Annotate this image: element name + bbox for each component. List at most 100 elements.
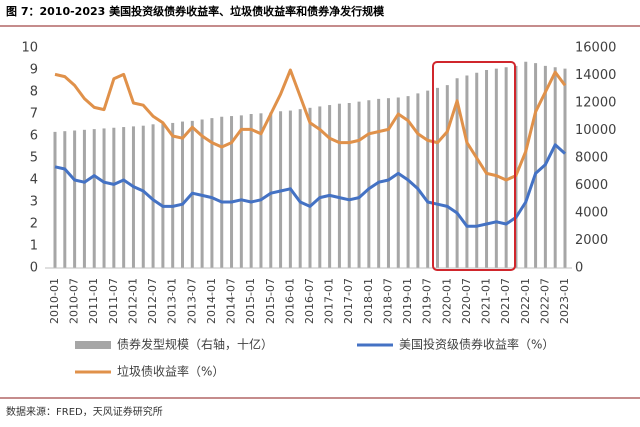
x-tick-label: 2010-07	[68, 278, 81, 324]
bar	[416, 93, 420, 268]
bar	[200, 119, 204, 268]
x-tick-label: 2012-01	[126, 278, 139, 324]
x-tick-label: 2023-01	[558, 278, 571, 324]
bar	[328, 105, 332, 268]
legend-swatch	[75, 341, 111, 349]
bar	[239, 115, 243, 268]
legend-label: 垃圾债收益率（%）	[117, 364, 224, 379]
bar	[269, 112, 273, 268]
bar	[171, 122, 175, 268]
x-tick-label: 2016-01	[283, 278, 296, 324]
bar	[161, 123, 165, 268]
bar	[298, 109, 302, 268]
bar	[151, 124, 155, 268]
x-tick-label: 2013-07	[185, 278, 198, 324]
bar	[337, 103, 341, 268]
bar	[396, 97, 400, 268]
bar	[357, 101, 361, 268]
x-tick-label: 2014-01	[205, 278, 218, 324]
bar	[131, 126, 135, 268]
line	[54, 68, 567, 182]
y-tick-label: 2	[30, 217, 38, 232]
y-tick-label: 6	[30, 129, 38, 144]
bar	[436, 87, 439, 268]
x-tick-label: 2016-07	[303, 278, 316, 324]
y2-tick-label: 2000	[575, 233, 608, 248]
bar	[73, 130, 77, 268]
line	[54, 143, 567, 228]
bar	[141, 125, 145, 268]
y2-tick-label: 10000	[575, 123, 616, 138]
x-tick-label: 2018-07	[381, 278, 394, 324]
x-tick-label: 2020-01	[440, 278, 453, 324]
bar	[82, 129, 86, 268]
x-tick-label: 2017-01	[323, 278, 336, 324]
bar	[445, 85, 449, 268]
y2-tick-label: 16000	[575, 41, 616, 56]
bar	[406, 96, 410, 268]
chart-title: 图 7：2010-2023 美国投资级债券收益率、垃圾债收益率和债券净发行规模	[6, 4, 385, 18]
bar	[386, 98, 390, 268]
bar	[563, 68, 567, 268]
bar	[485, 70, 489, 268]
bar	[347, 103, 351, 268]
bar	[112, 127, 116, 268]
bar	[53, 131, 57, 268]
bar	[426, 90, 430, 268]
bar	[102, 128, 106, 268]
source: 数据来源：FRED，天风证券研究所	[6, 405, 163, 418]
y2-tick-label: 8000	[575, 151, 608, 166]
bar	[465, 75, 469, 268]
bar	[504, 67, 508, 268]
x-tick-label: 2019-07	[421, 278, 434, 324]
y-tick-label: 7	[30, 107, 38, 122]
y-tick-label: 5	[30, 151, 38, 166]
bar	[181, 121, 184, 268]
bar	[553, 67, 557, 268]
x-tick-label: 2018-01	[362, 278, 375, 324]
bar	[308, 107, 312, 268]
x-tick-label: 2022-07	[538, 278, 551, 324]
y-tick-label: 9	[30, 63, 38, 78]
bar	[534, 63, 538, 268]
highlight-box	[432, 61, 516, 271]
x-tick-label: 2021-07	[499, 278, 512, 324]
bar	[63, 131, 67, 268]
legend-label: 美国投资级债券收益率（%）	[399, 337, 554, 352]
x-tick-label: 2017-07	[342, 278, 355, 324]
x-tick-label: 2015-01	[244, 278, 257, 324]
bar	[230, 116, 234, 268]
x-tick-label: 2015-07	[264, 278, 277, 324]
x-tick-label: 2012-07	[146, 278, 159, 324]
bar	[475, 72, 479, 268]
bar	[249, 114, 253, 268]
x-tick-label: 2020-07	[460, 278, 473, 324]
y-tick-label: 1	[30, 239, 38, 254]
bar	[210, 118, 214, 268]
bar	[524, 61, 528, 268]
bar	[259, 113, 263, 268]
y2-tick-label: 12000	[575, 96, 616, 111]
legend-label: 债券发型规模（右轴，十亿）	[117, 337, 273, 352]
y2-tick-label: 14000	[575, 68, 616, 83]
bar	[494, 68, 498, 268]
y2-tick-label: 0	[575, 261, 583, 276]
x-tick-label: 2011-01	[87, 278, 100, 324]
y-tick-label: 4	[30, 173, 38, 188]
bar	[367, 100, 371, 268]
x-tick-label: 2013-01	[166, 278, 179, 324]
x-tick-label: 2010-01	[48, 278, 61, 324]
bar	[220, 116, 224, 268]
y2-tick-label: 4000	[575, 206, 608, 221]
bar	[318, 106, 322, 268]
bar	[92, 129, 96, 268]
x-tick-label: 2014-07	[225, 278, 238, 324]
bar	[122, 127, 126, 268]
x-tick-label: 2021-01	[480, 278, 493, 324]
y-tick-label: 8	[30, 85, 38, 100]
y-tick-label: 10	[21, 41, 38, 56]
y2-tick-label: 6000	[575, 178, 608, 193]
x-tick-label: 2019-01	[401, 278, 414, 324]
bar	[543, 65, 547, 268]
